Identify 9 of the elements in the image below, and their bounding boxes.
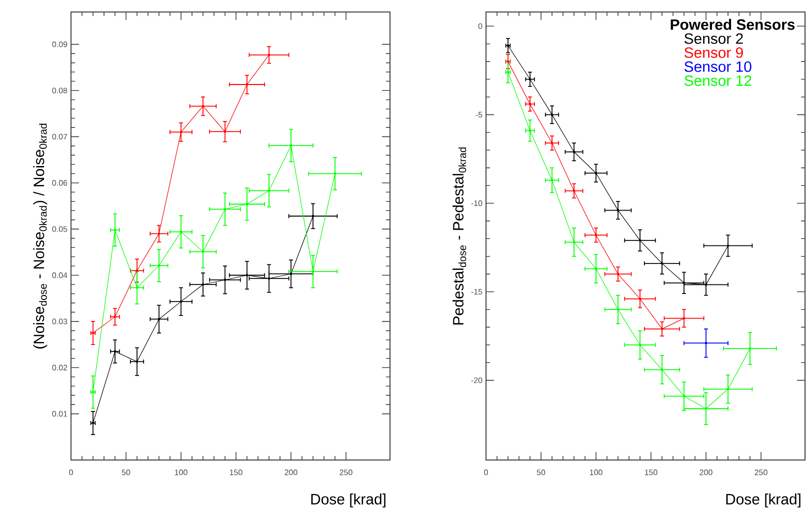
x-axis-title: Dose [krad]: [311, 494, 386, 508]
y-axis-title: (Noise$_{dose}$ - Noise$_{0krad}$) / Noise$_{0krad}$: [33, 124, 48, 348]
text: Sensor 9: [684, 47, 743, 58]
text: Sensor 10: [684, 61, 752, 72]
x-axis-title: Dose [krad]: [726, 494, 800, 508]
y-axis-title: Pedestal$_{dose}$ - Pedestal$_{0krad}$: [452, 147, 466, 324]
legend-title: Powered Sensors: [670, 18, 795, 30]
text: Sensor 12: [684, 75, 752, 86]
text: Sensor 2: [684, 33, 743, 44]
